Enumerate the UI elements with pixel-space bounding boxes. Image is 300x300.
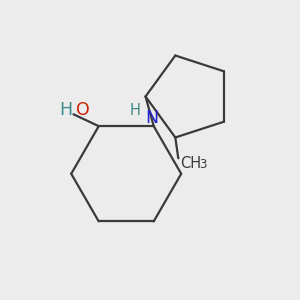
Text: CH: CH (180, 156, 201, 171)
Text: N: N (145, 109, 158, 127)
Text: 3: 3 (200, 158, 207, 171)
Text: H: H (130, 103, 140, 118)
Text: O: O (76, 101, 90, 119)
Text: H: H (59, 101, 72, 119)
